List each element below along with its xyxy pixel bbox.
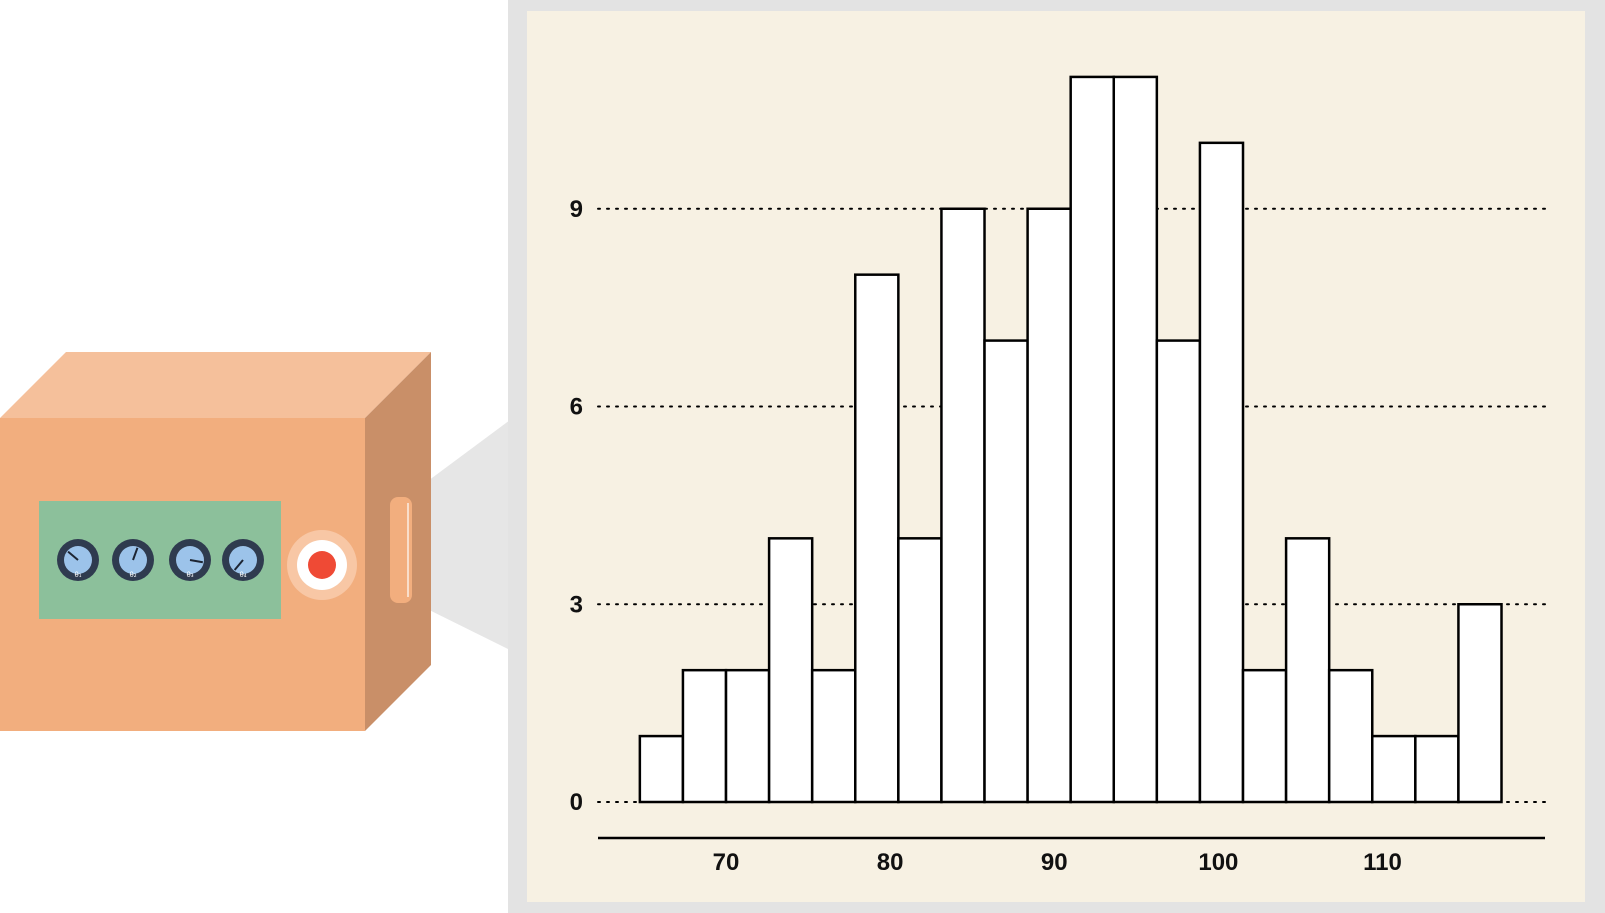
knob-2-label: θ₂ — [129, 571, 136, 579]
knob-1[interactable]: θ₁ — [57, 539, 99, 581]
projector-lens — [390, 497, 412, 603]
histogram-bar — [681, 668, 728, 804]
knob-3-label: θ₃ — [186, 571, 193, 579]
histogram-bar — [638, 734, 685, 804]
y-tick-labels: 0 3 6 9 — [570, 196, 583, 816]
histogram-bar — [1414, 734, 1460, 804]
histogram-bar — [810, 668, 857, 804]
knob-1-label: θ₁ — [74, 571, 81, 579]
histogram-bar — [854, 273, 900, 804]
knob-4[interactable]: θ₄ — [222, 539, 264, 581]
x-tick-label: 100 — [1198, 849, 1238, 876]
histogram-bar — [1327, 668, 1374, 804]
histogram-bar — [767, 537, 814, 804]
histogram-bar — [1155, 339, 1202, 804]
histogram-bar — [1241, 668, 1288, 804]
histogram: 70 80 90 100 110 0 3 6 9 — [570, 75, 1546, 876]
knob-4-label: θ₄ — [239, 571, 246, 579]
knob-group: θ₁ θ₂ θ₃ θ₄ — [57, 539, 264, 581]
knob-1-pointer — [67, 550, 79, 561]
knob-3[interactable]: θ₃ — [169, 539, 211, 581]
device: θ₁ θ₂ θ₃ θ₄ — [0, 352, 431, 731]
histogram-bar — [1026, 207, 1072, 804]
device-top-face — [0, 352, 431, 418]
knob-2-pointer — [132, 547, 139, 561]
record-button[interactable] — [287, 530, 357, 600]
knob-4-pointer — [233, 559, 244, 571]
histogram-bar — [1069, 75, 1116, 804]
histogram-bar — [1284, 537, 1331, 804]
bars — [638, 75, 1503, 804]
y-tick-label: 6 — [570, 394, 583, 421]
histogram-bar — [897, 537, 943, 804]
x-tick-label: 70 — [713, 849, 740, 876]
x-tick-label: 80 — [877, 849, 904, 876]
y-tick-label: 0 — [570, 789, 583, 816]
histogram-bar — [940, 207, 986, 804]
histogram-bar — [1371, 734, 1417, 804]
record-button-icon[interactable] — [308, 551, 336, 579]
histogram-bar — [1112, 75, 1159, 804]
histogram-bar — [724, 668, 771, 804]
knob-2[interactable]: θ₂ — [112, 539, 154, 581]
histogram-bar — [1198, 141, 1245, 804]
x-tick-labels: 70 80 90 100 110 — [713, 849, 1402, 876]
histogram-bar — [1457, 603, 1503, 804]
x-tick-label: 110 — [1363, 849, 1402, 876]
projection-beam — [405, 420, 510, 650]
histogram-bar — [983, 339, 1029, 804]
y-tick-label: 9 — [570, 196, 583, 223]
knob-3-pointer — [189, 559, 203, 564]
y-tick-label: 3 — [570, 591, 583, 618]
x-tick-label: 90 — [1041, 849, 1068, 876]
